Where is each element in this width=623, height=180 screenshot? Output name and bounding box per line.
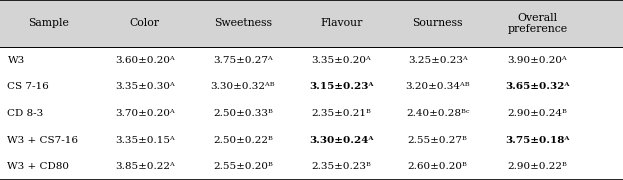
Bar (0, 0, 623, 47)
Text: 2.55±0.20ᴮ: 2.55±0.20ᴮ (213, 162, 273, 171)
Text: W3 + CS7-16: W3 + CS7-16 (7, 136, 78, 145)
Text: Sample: Sample (28, 18, 69, 28)
Text: CS 7-16: CS 7-16 (7, 82, 49, 91)
Text: Overall
preference: Overall preference (507, 13, 568, 34)
Text: 2.90±0.24ᴮ: 2.90±0.24ᴮ (507, 109, 568, 118)
Text: 3.30±0.32ᴬᴮ: 3.30±0.32ᴬᴮ (211, 82, 275, 91)
Text: 2.60±0.20ᴮ: 2.60±0.20ᴮ (407, 162, 468, 171)
Text: 3.20±0.34ᴬᴮ: 3.20±0.34ᴬᴮ (406, 82, 470, 91)
Text: 3.35±0.30ᴬ: 3.35±0.30ᴬ (115, 82, 174, 91)
Text: 3.75±0.27ᴬ: 3.75±0.27ᴬ (213, 56, 273, 65)
Text: CD 8-3: CD 8-3 (7, 109, 44, 118)
Text: W3 + CD80: W3 + CD80 (7, 162, 70, 171)
Text: Color: Color (130, 18, 160, 28)
Text: 2.35±0.23ᴮ: 2.35±0.23ᴮ (311, 162, 371, 171)
Text: 3.35±0.15ᴬ: 3.35±0.15ᴬ (115, 136, 174, 145)
Text: Flavour: Flavour (320, 18, 363, 28)
Text: Sweetness: Sweetness (214, 18, 272, 28)
Text: 3.70±0.20ᴬ: 3.70±0.20ᴬ (115, 109, 174, 118)
Text: 2.40±0.28ᴮᶜ: 2.40±0.28ᴮᶜ (406, 109, 469, 118)
Text: 3.75±0.18ᴬ: 3.75±0.18ᴬ (505, 136, 569, 145)
Text: 3.60±0.20ᴬ: 3.60±0.20ᴬ (115, 56, 174, 65)
Text: 3.25±0.23ᴬ: 3.25±0.23ᴬ (408, 56, 467, 65)
Text: W3: W3 (7, 56, 25, 65)
Text: 2.55±0.27ᴮ: 2.55±0.27ᴮ (407, 136, 468, 145)
Text: 3.35±0.20ᴬ: 3.35±0.20ᴬ (312, 56, 371, 65)
Text: 2.50±0.22ᴮ: 2.50±0.22ᴮ (213, 136, 273, 145)
Text: Sourness: Sourness (412, 18, 463, 28)
Text: 2.50±0.33ᴮ: 2.50±0.33ᴮ (213, 109, 273, 118)
Text: 3.15±0.23ᴬ: 3.15±0.23ᴬ (309, 82, 373, 91)
Text: 3.30±0.24ᴬ: 3.30±0.24ᴬ (309, 136, 373, 145)
Text: 3.85±0.22ᴬ: 3.85±0.22ᴬ (115, 162, 174, 171)
Text: 2.35±0.21ᴮ: 2.35±0.21ᴮ (311, 109, 371, 118)
Text: 2.90±0.22ᴮ: 2.90±0.22ᴮ (507, 162, 568, 171)
Text: 3.90±0.20ᴬ: 3.90±0.20ᴬ (508, 56, 567, 65)
Text: 3.65±0.32ᴬ: 3.65±0.32ᴬ (505, 82, 569, 91)
